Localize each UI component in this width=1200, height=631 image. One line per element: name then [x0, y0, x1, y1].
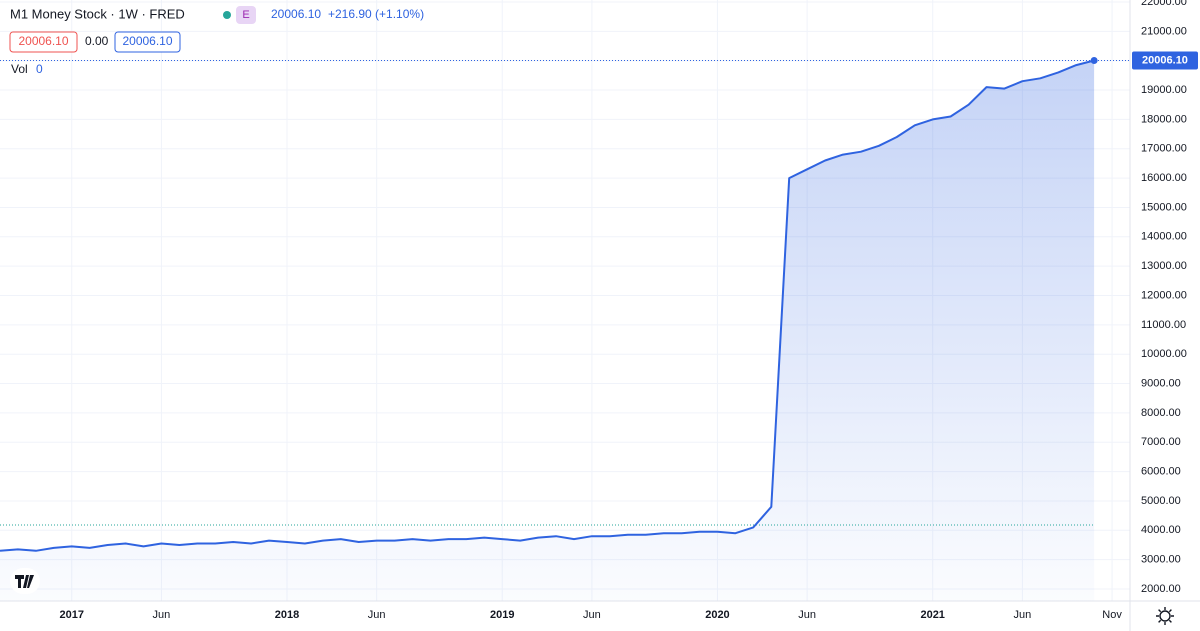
price-tag: 20006.10 — [1142, 54, 1188, 66]
badge-box[interactable] — [236, 6, 256, 24]
logo[interactable] — [10, 568, 40, 594]
y-tick-label: 16000.00 — [1141, 172, 1187, 184]
gear[interactable] — [1159, 610, 1171, 622]
x-tick-label: 2017 — [60, 609, 84, 621]
logo-mark — [15, 575, 34, 588]
x-tick-label: Jun — [368, 609, 386, 621]
legend-value: 0.00 — [85, 34, 109, 48]
y-tick-label: 18000.00 — [1141, 113, 1187, 125]
change: +216.90 (+1.10%) — [328, 7, 424, 21]
volume-value: 0 — [36, 62, 43, 76]
badge[interactable]: E — [242, 9, 249, 21]
gear-teeth — [1156, 607, 1174, 625]
y-tick-label: 17000.00 — [1141, 143, 1187, 155]
y-tick-label: 10000.00 — [1141, 348, 1187, 360]
legend-box[interactable] — [9, 31, 78, 53]
line — [0, 59, 1095, 552]
y-tick-label: 7000.00 — [1141, 436, 1181, 448]
x-tick-label: 2019 — [490, 609, 514, 621]
y-tick-label: 3000.00 — [1141, 554, 1181, 566]
last-value: 20006.10 — [271, 7, 321, 21]
y-tick-label: 15000.00 — [1141, 201, 1187, 213]
y-tick-label: 22000.00 — [1141, 0, 1187, 8]
x-tick-label: Nov — [1102, 609, 1122, 621]
y-tick-label: 21000.00 — [1141, 25, 1187, 37]
x-tick-label: 2018 — [275, 609, 299, 621]
legend: M1 Money Stock · 1W · FRED E 20006.10 +2… — [9, 6, 424, 76]
y-tick-label: 14000.00 — [1141, 231, 1187, 243]
y-tick-label: 8000.00 — [1141, 407, 1181, 419]
y-tick-label: 19000.00 — [1141, 84, 1187, 96]
x-tick-label: 2020 — [705, 609, 729, 621]
y-tick-label: 4000.00 — [1141, 524, 1181, 536]
legend-value: 20006.10 — [122, 34, 172, 48]
y-tick-label: 9000.00 — [1141, 377, 1181, 389]
axes: 2000.00 3000.00 4000.00 5000.00 6000.00 7000.… — [60, 0, 1198, 621]
x-tick-label: Jun — [1014, 609, 1032, 621]
y-tick-label: 12000.00 — [1141, 289, 1187, 301]
x-tick-label: Jun — [153, 609, 171, 621]
x-tick-label: Jun — [583, 609, 601, 621]
x-tick-label: 2021 — [920, 609, 944, 621]
legend-value: 20006.10 — [18, 34, 68, 48]
area-fill — [0, 60, 1095, 601]
y-tick-label: 11000.00 — [1141, 319, 1186, 331]
price-tag-box — [1132, 51, 1198, 70]
y-tick-label: 2000.00 — [1141, 583, 1181, 595]
volume-label: Vol — [11, 62, 28, 76]
status-dot[interactable] — [223, 11, 231, 19]
x-tick-label: Jun — [798, 609, 816, 621]
legend-box[interactable] — [114, 31, 181, 53]
title: M1 Money Stock · 1W · FRED — [10, 6, 185, 21]
y-tick-label: 6000.00 — [1141, 466, 1181, 478]
y-tick-label: 5000.00 — [1141, 495, 1181, 507]
last-point — [1090, 57, 1098, 65]
settings-icon[interactable] — [1156, 607, 1174, 625]
y-tick-label: 13000.00 — [1141, 260, 1187, 272]
plot — [0, 57, 1130, 601]
